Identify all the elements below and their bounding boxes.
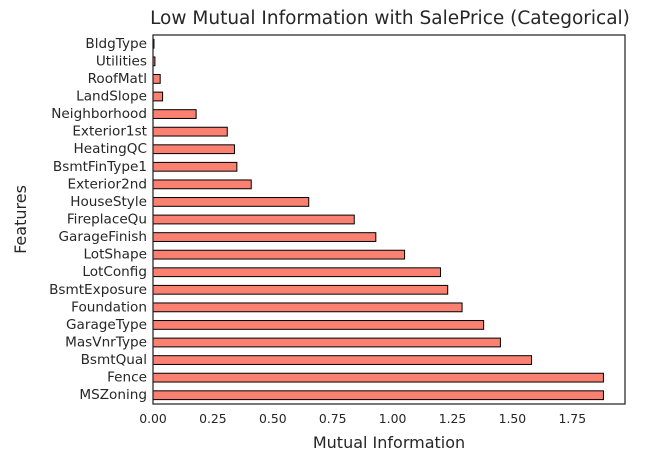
y-tick-label-bldgtype: BldgType (85, 36, 147, 52)
bar-heatingqc (152, 144, 235, 155)
bar-fireplacequ (152, 214, 355, 225)
y-tick-label-fence: Fence (107, 370, 147, 386)
plot-frame (152, 34, 626, 405)
bar-bsmtfintype1 (152, 161, 238, 172)
bar-exterior1st (152, 126, 228, 137)
x-tick-label-6: 1.50 (499, 411, 527, 426)
x-tick-label-1: 0.25 (199, 411, 227, 426)
bar-lotshape (152, 249, 406, 260)
x-tick-label-7: 1.75 (558, 411, 586, 426)
y-tick-label-exterior1st: Exterior1st (72, 124, 147, 140)
bar-garagetype (152, 320, 485, 330)
y-tick-label-bsmtfintype1: BsmtFinType1 (53, 159, 147, 175)
bar-fence (152, 372, 604, 383)
x-tick-label-5: 1.25 (439, 411, 467, 426)
bar-masvnrtype (152, 337, 501, 348)
y-tick-label-foundation: Foundation (71, 299, 147, 315)
y-tick-label-mszoning: MSZoning (79, 387, 147, 403)
y-tick-label-bsmtexposure: BsmtExposure (49, 282, 147, 298)
bar-housestyle (152, 197, 310, 207)
x-tick-label-0: 0.00 (139, 411, 167, 426)
bar-bsmtqual (152, 355, 533, 365)
y-tick-label-garagefinish: GarageFinish (59, 229, 147, 245)
y-tick-label-utilities: Utilities (96, 53, 147, 69)
bar-garagefinish (152, 232, 377, 242)
bar-mszoning (152, 390, 604, 401)
bar-exterior2nd (152, 179, 252, 190)
x-tick-label-3: 0.75 (319, 411, 347, 426)
x-tick-labels: 0.00 0.25 0.50 0.75 1.00 1.25 1.50 1.75 (139, 411, 586, 426)
y-tick-label-masvnrtype: MasVnrType (65, 335, 147, 351)
chart-title: Low Mutual Information with SalePrice (C… (150, 8, 630, 29)
y-tick-label-landslope: LandSlope (76, 89, 147, 105)
y-tick-label-garagetype: GarageType (66, 317, 147, 333)
y-tick-label-exterior2nd: Exterior2nd (68, 176, 148, 192)
y-tick-label-lotconfig: LotConfig (82, 264, 147, 280)
y-axis-label: Features (11, 185, 30, 254)
y-tick-label-lotshape: LotShape (83, 247, 147, 263)
x-axis-label: Mutual Information (313, 433, 465, 452)
y-tick-label-roofmatl: RoofMatl (88, 71, 147, 87)
bars-group (152, 38, 604, 401)
bar-foundation (152, 302, 463, 313)
y-tick-label-bsmtqual: BsmtQual (81, 352, 147, 368)
y-tick-label-housestyle: HouseStyle (70, 194, 147, 210)
x-tick-label-4: 1.00 (379, 411, 407, 426)
bar-roofmatl (152, 74, 161, 84)
y-tick-label-heatingqc: HeatingQC (74, 141, 147, 157)
x-tick-label-2: 0.50 (259, 411, 287, 426)
bar-lotconfig (152, 267, 442, 278)
bar-neighborhood (152, 109, 197, 119)
y-tick-label-neighborhood: Neighborhood (51, 106, 147, 122)
bar-bsmtexposure (152, 284, 449, 295)
bar-landslope (152, 91, 164, 102)
y-tick-label-fireplacequ: FireplaceQu (67, 212, 147, 228)
